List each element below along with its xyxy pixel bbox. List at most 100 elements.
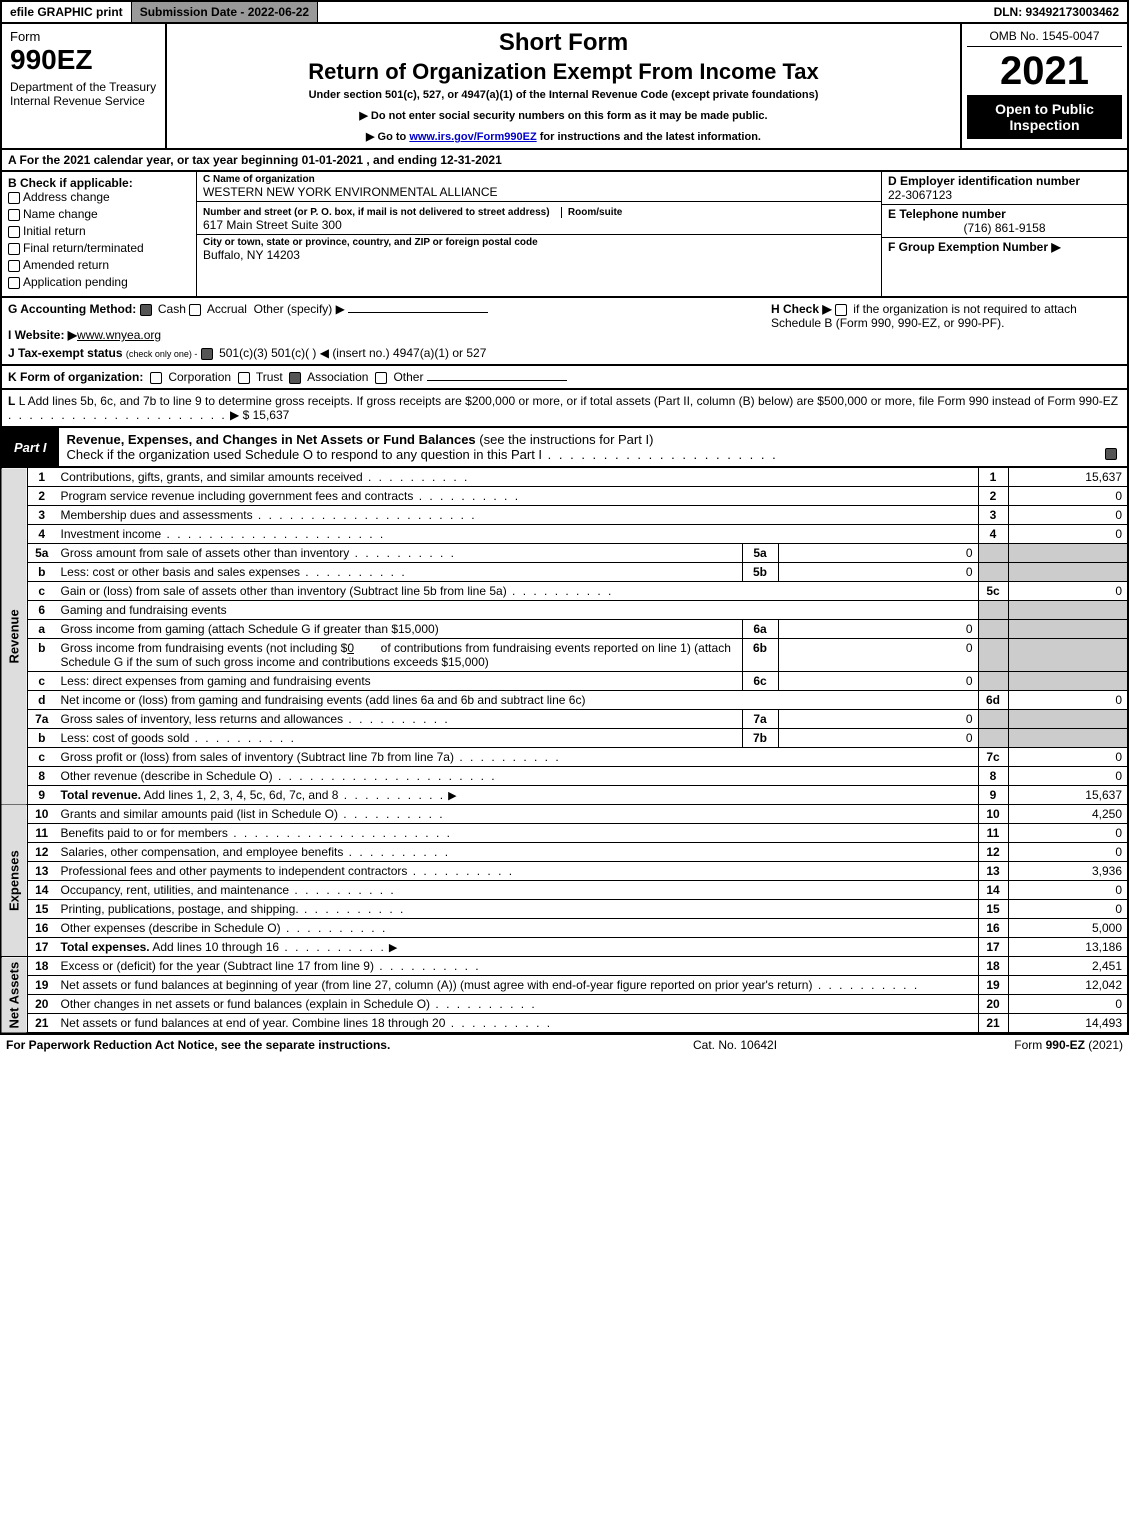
line-5b: bLess: cost or other basis and sales exp… — [1, 563, 1128, 582]
accounting-label: G Accounting Method: — [8, 302, 136, 316]
line-1: Revenue 1 Contributions, gifts, grants, … — [1, 468, 1128, 487]
street-address: 617 Main Street Suite 300 — [203, 218, 875, 232]
section-def: D Employer identification number 22-3067… — [882, 172, 1127, 296]
chk-final-return[interactable]: Final return/terminated — [8, 241, 190, 255]
org-name: WESTERN NEW YORK ENVIRONMENTAL ALLIANCE — [203, 185, 875, 199]
part1-header: Part I Revenue, Expenses, and Changes in… — [0, 428, 1129, 468]
section-g: G Accounting Method: Cash Accrual Other … — [8, 302, 771, 316]
note2-pre: ▶ Go to — [366, 131, 409, 143]
room-suite-label: Room/suite — [561, 207, 622, 218]
checkbox-icon — [8, 192, 20, 204]
net-assets-vertical-label: Net Assets — [1, 957, 28, 1034]
section-bc: B Check if applicable: Address change Na… — [0, 172, 1129, 298]
line-6: 6Gaming and fundraising events — [1, 601, 1128, 620]
other-org-line[interactable] — [427, 380, 567, 381]
phone-value: (716) 861-9158 — [888, 221, 1121, 235]
line-5a: 5aGross amount from sale of assets other… — [1, 544, 1128, 563]
line-7c: cGross profit or (loss) from sales of in… — [1, 748, 1128, 767]
form-title-1: Short Form — [177, 29, 950, 57]
ssn-warning: ▶ Do not enter social security numbers o… — [177, 109, 950, 122]
form-header: Form 990EZ Department of the Treasury In… — [0, 24, 1129, 150]
line-20: 20Other changes in net assets or fund ba… — [1, 995, 1128, 1014]
checkbox-icon[interactable] — [289, 372, 301, 384]
line-6a: aGross income from gaming (attach Schedu… — [1, 620, 1128, 639]
website-label: I Website: ▶ — [8, 328, 77, 342]
chk-initial-return[interactable]: Initial return — [8, 224, 190, 238]
tax-exempt-label: J Tax-exempt status — [8, 346, 123, 360]
checkbox-icon — [8, 260, 20, 272]
line-14: 14Occupancy, rent, utilities, and mainte… — [1, 881, 1128, 900]
chk-amended-return[interactable]: Amended return — [8, 258, 190, 272]
tax-year: 2021 — [967, 51, 1122, 91]
section-k: K Form of organization: Corporation Trus… — [0, 366, 1129, 390]
header-left: Form 990EZ Department of the Treasury In… — [2, 24, 167, 148]
section-b: B Check if applicable: Address change Na… — [2, 172, 197, 296]
open-inspection-box: Open to Public Inspection — [967, 95, 1122, 139]
line-7a: 7aGross sales of inventory, less returns… — [1, 710, 1128, 729]
line-10: Expenses 10Grants and similar amounts pa… — [1, 805, 1128, 824]
expenses-vertical-label: Expenses — [1, 805, 28, 957]
chk-name-change[interactable]: Name change — [8, 207, 190, 221]
chk-application-pending[interactable]: Application pending — [8, 275, 190, 289]
form-org-label: K Form of organization: — [8, 370, 143, 384]
section-b-title: B Check if applicable: — [8, 176, 190, 190]
ein-label: D Employer identification number — [888, 174, 1121, 188]
omb-number: OMB No. 1545-0047 — [967, 29, 1122, 47]
chk-address-change[interactable]: Address change — [8, 190, 190, 204]
section-c: C Name of organization WESTERN NEW YORK … — [197, 172, 882, 296]
line-4: 4Investment income40 — [1, 525, 1128, 544]
row-a-tax-year: A For the 2021 calendar year, or tax yea… — [0, 150, 1129, 172]
city-state-zip: Buffalo, NY 14203 — [203, 248, 875, 262]
checkbox-icon[interactable] — [375, 372, 387, 384]
checkbox-icon[interactable] — [189, 304, 201, 316]
checkbox-icon[interactable] — [140, 304, 152, 316]
dln-number: DLN: 93492173003462 — [986, 2, 1127, 22]
page-footer: For Paperwork Reduction Act Notice, see … — [0, 1034, 1129, 1055]
checkbox-icon[interactable] — [150, 372, 162, 384]
other-specify-line[interactable] — [348, 312, 488, 313]
section-l-text: L Add lines 5b, 6c, and 7b to line 9 to … — [19, 394, 1118, 408]
line-18: Net Assets 18Excess or (deficit) for the… — [1, 957, 1128, 976]
department-label: Department of the Treasury Internal Reve… — [10, 80, 157, 108]
header-center: Short Form Return of Organization Exempt… — [167, 24, 962, 148]
line-15: 15Printing, publications, postage, and s… — [1, 900, 1128, 919]
line-6b: bGross income from fundraising events (n… — [1, 639, 1128, 672]
submission-date: Submission Date - 2022-06-22 — [132, 2, 318, 22]
section-l: L L Add lines 5b, 6c, and 7b to line 9 t… — [0, 390, 1129, 428]
tax-exempt-opts: 501(c)(3) 501(c)( ) ◀ (insert no.) 4947(… — [219, 346, 486, 360]
lines-table: Revenue 1 Contributions, gifts, grants, … — [0, 468, 1129, 1034]
line-11: 11Benefits paid to or for members110 — [1, 824, 1128, 843]
website-value[interactable]: www.wnyea.org — [77, 328, 161, 342]
line-9: 9Total revenue. Add lines 1, 2, 3, 4, 5c… — [1, 786, 1128, 805]
efile-label[interactable]: efile GRAPHIC print — [2, 2, 132, 22]
section-h: H Check ▶ if the organization is not req… — [771, 302, 1121, 360]
line-8: 8Other revenue (describe in Schedule O)8… — [1, 767, 1128, 786]
checkbox-icon[interactable] — [238, 372, 250, 384]
line-17: 17Total expenses. Add lines 10 through 1… — [1, 938, 1128, 957]
checkbox-icon[interactable] — [201, 348, 213, 360]
irs-link[interactable]: www.irs.gov/Form990EZ — [409, 131, 536, 143]
form-number: 990EZ — [10, 44, 157, 76]
form-label: Form — [10, 29, 157, 44]
part1-tab: Part I — [2, 428, 59, 466]
checkbox-icon — [8, 243, 20, 255]
line-13: 13Professional fees and other payments t… — [1, 862, 1128, 881]
form-ref: Form 990-EZ (2021) — [943, 1038, 1123, 1052]
checkbox-icon — [1105, 448, 1117, 460]
line-7b: bLess: cost of goods sold7b0 — [1, 729, 1128, 748]
top-bar: efile GRAPHIC print Submission Date - 20… — [0, 0, 1129, 24]
checkbox-icon — [8, 226, 20, 238]
section-j: J Tax-exempt status (check only one) - 5… — [8, 346, 771, 360]
header-right: OMB No. 1545-0047 2021 Open to Public In… — [962, 24, 1127, 148]
part1-checkbox[interactable] — [1097, 428, 1127, 466]
tax-exempt-sub: (check only one) - — [126, 349, 198, 359]
org-name-label: C Name of organization — [203, 174, 875, 185]
ein-value: 22-3067123 — [888, 188, 1121, 202]
line-6d: dNet income or (loss) from gaming and fu… — [1, 691, 1128, 710]
part1-title: Revenue, Expenses, and Changes in Net As… — [59, 428, 1097, 466]
section-l-amount: ▶ $ 15,637 — [230, 408, 289, 422]
line-6c: cLess: direct expenses from gaming and f… — [1, 672, 1128, 691]
checkbox-icon[interactable] — [835, 304, 847, 316]
city-label: City or town, state or province, country… — [203, 237, 875, 248]
dots — [8, 408, 227, 422]
